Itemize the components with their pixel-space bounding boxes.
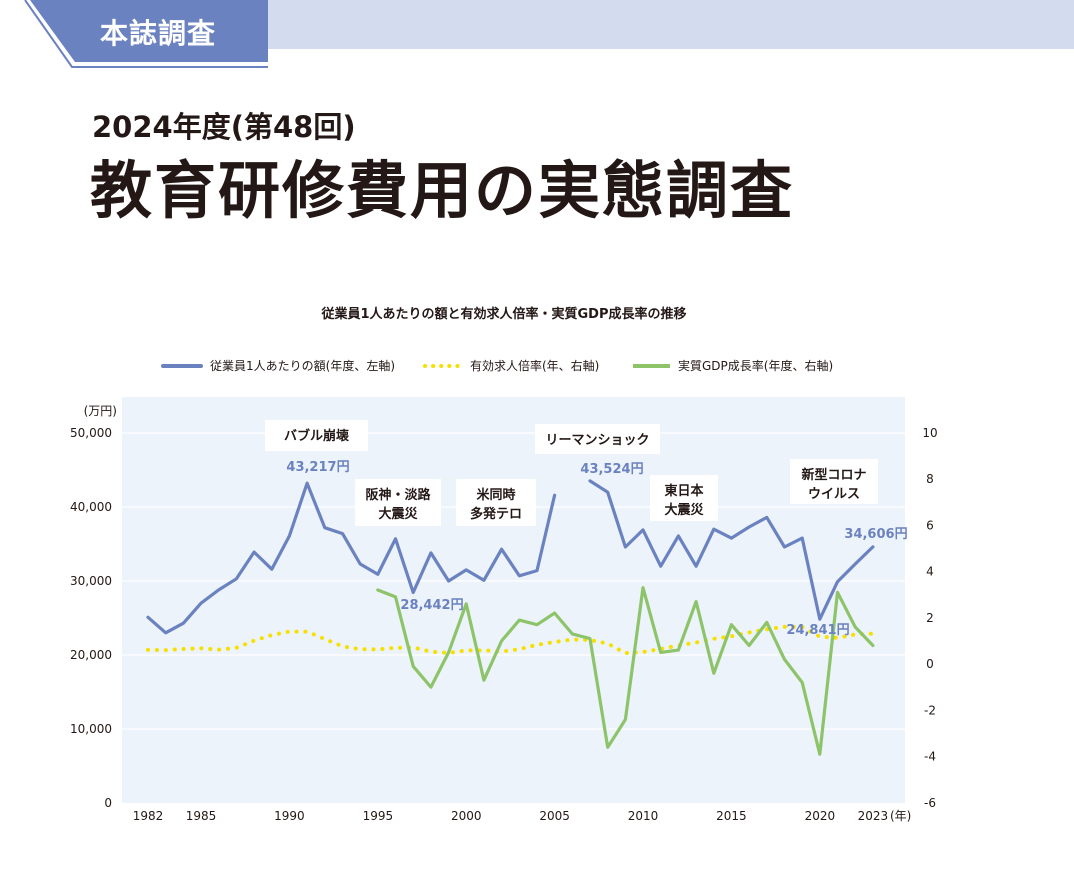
right-tick-label: 6 <box>926 518 934 532</box>
annotation-box <box>535 424 660 454</box>
left-tick-label: 10,000 <box>70 722 112 736</box>
x-tick-label: 1982 <box>133 809 164 823</box>
data-label: 24,841円 <box>786 623 849 638</box>
annotation-box <box>265 420 368 451</box>
section-tab-label: 本誌調査 <box>100 17 217 50</box>
page-subtitle: 2024年度(第48回) <box>92 110 356 144</box>
x-tick-label: 1985 <box>186 809 217 823</box>
section-tab <box>24 0 268 68</box>
left-axis-unit: (万円) <box>84 404 117 418</box>
right-tick-label: 2 <box>926 611 934 625</box>
data-label: 28,442円 <box>400 598 463 613</box>
x-tick-label: 2000 <box>451 809 482 823</box>
chart-title: 従業員1人あたりの額と有効求人倍率・実質GDP成長率の推移 <box>320 306 686 322</box>
annotation-text: 阪神・淡路 <box>365 487 431 503</box>
right-tick-label: -2 <box>924 703 936 717</box>
legend: 従業員1人あたりの額(年度、左軸) 有効求人倍率(年、右軸) 実質GDP成長率(… <box>161 358 833 373</box>
left-tick-label: 20,000 <box>70 648 112 662</box>
series-line-1 <box>146 624 875 656</box>
annotation-text: 米同時 <box>476 487 515 503</box>
x-tick-label: 1990 <box>274 809 305 823</box>
page-title: 教育研修費用の実態調査 <box>90 154 795 227</box>
annotation-box <box>355 479 441 526</box>
data-label: 34,606円 <box>844 527 907 542</box>
data-label: 43,524円 <box>580 462 643 477</box>
left-tick-label: 0 <box>104 796 112 810</box>
right-tick-label: 8 <box>926 472 934 486</box>
right-tick-label: -6 <box>924 796 936 810</box>
legend-label: 従業員1人あたりの額(年度、左軸) <box>210 358 395 373</box>
annotation-text: 大震災 <box>378 506 418 522</box>
x-axis-unit: (年) <box>890 809 911 823</box>
header-band <box>268 0 1074 49</box>
x-tick-label: 2020 <box>805 809 836 823</box>
plot-area <box>122 397 905 803</box>
left-tick-label: 40,000 <box>70 500 112 514</box>
data-label: 43,217円 <box>286 460 349 475</box>
annotation-box <box>456 479 536 526</box>
annotation-text: 新型コロナ <box>801 467 866 483</box>
annotation-text: 東日本 <box>664 483 703 499</box>
right-tick-label: 0 <box>926 657 934 671</box>
right-tick-label: 4 <box>926 565 934 579</box>
annotation-text: ウイルス <box>808 487 860 502</box>
left-tick-label: 50,000 <box>70 426 112 440</box>
legend-label: 実質GDP成長率(年度、右軸) <box>678 358 833 373</box>
x-tick-label: 2015 <box>716 809 747 823</box>
x-tick-label: 1995 <box>363 809 394 823</box>
annotation-box <box>790 459 878 504</box>
annotation-text: バブル崩壊 <box>284 428 350 444</box>
left-tick-label: 30,000 <box>70 574 112 588</box>
x-tick-label: 2010 <box>628 809 659 823</box>
x-tick-label: 2023 <box>858 809 889 823</box>
annotation-text: リーマンショック <box>545 433 649 448</box>
series-line-0 <box>146 481 557 635</box>
x-tick-label: 2005 <box>539 809 570 823</box>
right-tick-label: -4 <box>924 750 936 764</box>
annotation-text: 多発テロ <box>470 506 522 522</box>
annotation-box <box>650 475 718 521</box>
legend-label: 有効求人倍率(年、右軸) <box>470 358 599 373</box>
right-tick-label: 10 <box>922 426 937 440</box>
annotation-text: 大震災 <box>664 502 704 518</box>
